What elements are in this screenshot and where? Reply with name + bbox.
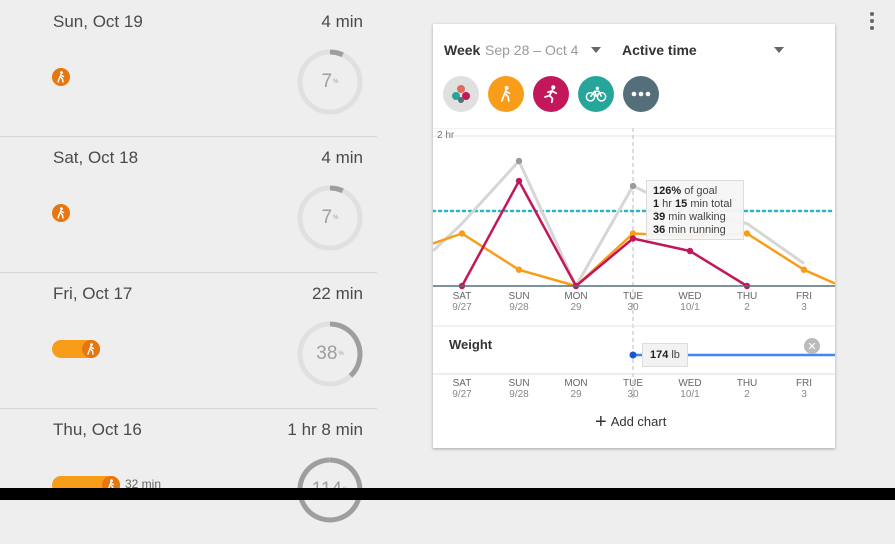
day-date: Thu, Oct 16: [53, 420, 142, 439]
data-point-walking: [515, 266, 523, 273]
walking-icon: [52, 68, 70, 86]
x-tick-day: TUE: [623, 378, 643, 389]
add-chart-label: Add chart: [610, 414, 667, 429]
x-tick-date: 10/1: [680, 389, 700, 400]
day-date: Fri, Oct 17: [53, 284, 133, 303]
chevron-down-icon[interactable]: [591, 47, 601, 53]
day-row-oct19[interactable]: Sun, Oct 19 4 min 7%: [0, 0, 377, 137]
tooltip-total: 1 hr 15 min total: [653, 198, 732, 210]
tooltip-goal: 126% of goal: [653, 185, 718, 197]
data-point-walking: [458, 230, 466, 237]
data-point-total: [515, 157, 523, 165]
chart-tooltip: 126% of goal 1 hr 15 min total 39 min wa…: [646, 180, 744, 240]
x-tick-day: MON: [564, 378, 587, 389]
day-duration: 1 hr 8 min: [287, 420, 363, 439]
x-tick-date: 2: [744, 389, 750, 400]
data-point-walking: [743, 230, 751, 237]
day-list: Sun, Oct 19 4 min 7% Sat, Oct 18 4 min 7…: [0, 0, 377, 523]
x-tick-date: 30: [627, 302, 639, 313]
x-tick-day: SAT: [453, 378, 472, 389]
walking-minutes: 32 min: [125, 477, 162, 491]
x-tick-day: WED: [678, 378, 701, 389]
x-tick-date: 9/27: [452, 302, 472, 313]
walking-bar: [52, 340, 100, 358]
data-point-walking: [629, 230, 637, 237]
day-date: Sun, Oct 19: [53, 12, 143, 31]
x-tick-day: SUN: [508, 291, 529, 302]
x-tick-date: 9/27: [452, 389, 472, 400]
walking-icon: [82, 340, 100, 358]
running-icon[interactable]: [533, 76, 569, 112]
all-activities-icon[interactable]: [443, 76, 479, 112]
weight-title: Weight: [449, 337, 493, 352]
day-row-oct18[interactable]: Sat, Oct 18 4 min 7%: [0, 136, 377, 273]
series-line-total: [433, 159, 805, 288]
navigation-bar: [0, 488, 895, 500]
day-duration: 4 min: [321, 12, 363, 31]
x-tick-day: FRI: [796, 291, 812, 302]
x-tick-day: SUN: [508, 378, 529, 389]
weight-point: [629, 351, 637, 359]
activity-chart: 2 hrSAT9/27SUN9/28MON29TUE30WED10/1THU2F…: [433, 128, 835, 400]
x-tick-day: THU: [737, 291, 758, 302]
weight-tooltip: 174 lb: [642, 343, 688, 367]
x-tick-day: FRI: [796, 378, 812, 389]
goal-percent: 38%: [316, 343, 344, 364]
x-tick-date: 29: [570, 389, 582, 400]
series-line-running: [460, 179, 748, 288]
x-tick-day: SAT: [453, 291, 472, 302]
stats-card: Week Sep 28 – Oct 4 Active time 2 hr SAT 9…: [433, 24, 835, 448]
data-point-walking: [800, 266, 808, 273]
x-tick-date: 3: [801, 389, 807, 400]
y-axis-label: 2 hr: [437, 130, 455, 141]
x-tick-date: 3: [801, 302, 807, 313]
x-tick-date: 10/1: [680, 302, 700, 313]
tooltip-walking: 39 min walking: [653, 211, 726, 223]
x-tick-day: THU: [737, 378, 758, 389]
x-tick-day: WED: [678, 291, 701, 302]
walking-icon[interactable]: [488, 76, 524, 112]
day-duration: 4 min: [321, 148, 363, 167]
chevron-down-icon[interactable]: [774, 47, 784, 53]
goal-percent: 7%: [321, 207, 339, 228]
plus-icon: +: [595, 410, 607, 433]
tooltip-running: 36 min running: [653, 224, 726, 236]
close-icon[interactable]: ✕: [804, 338, 820, 354]
period-select[interactable]: Week: [444, 42, 481, 58]
data-point-running: [629, 235, 637, 242]
goal-percent: 7%: [321, 71, 339, 92]
day-row-oct16[interactable]: Thu, Oct 16 1 hr 8 min 32 min 114%: [0, 408, 377, 544]
more-icon[interactable]: [623, 76, 659, 112]
cycling-icon[interactable]: [578, 76, 614, 112]
walking-icon: [52, 204, 70, 222]
day-date: Sat, Oct 18: [53, 148, 139, 167]
x-tick-day: TUE: [623, 291, 643, 302]
data-point-total: [629, 182, 637, 190]
data-point-running: [686, 247, 694, 255]
metric-select[interactable]: Active time: [622, 42, 697, 58]
data-point-running: [515, 177, 523, 185]
x-tick-day: MON: [564, 291, 587, 302]
date-range[interactable]: Sep 28 – Oct 4: [485, 42, 579, 58]
x-tick-date: 2: [744, 302, 750, 313]
x-tick-date: 9/28: [509, 302, 529, 313]
x-tick-date: 29: [570, 302, 582, 313]
day-row-oct17[interactable]: Fri, Oct 17 22 min 38%: [0, 272, 377, 409]
goal-ring: [297, 185, 363, 251]
x-tick-date: 30: [627, 389, 639, 400]
day-duration: 22 min: [311, 284, 363, 303]
add-chart-button[interactable]: + Add chart: [595, 410, 667, 433]
goal-ring: [297, 321, 363, 387]
goal-ring: [297, 49, 363, 115]
x-tick-date: 9/28: [509, 389, 529, 400]
overflow-menu-icon[interactable]: [867, 12, 877, 33]
